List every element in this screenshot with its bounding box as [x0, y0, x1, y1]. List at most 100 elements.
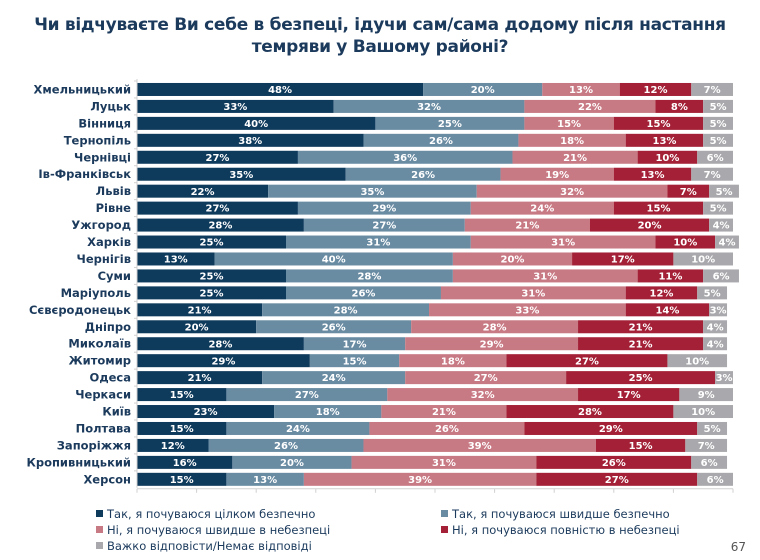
bar-segment [709, 303, 728, 317]
category-label: Чернівці [74, 150, 131, 164]
bar-segment [137, 438, 209, 452]
data-label: 26% [322, 322, 346, 333]
bar-segment [542, 82, 620, 96]
legend-swatch [96, 526, 103, 533]
bar-segment [685, 438, 728, 452]
data-label: 4% [719, 238, 736, 249]
data-label: 6% [707, 475, 724, 486]
bar-segment [137, 337, 304, 351]
data-label: 26% [274, 441, 298, 452]
data-label: 4% [707, 339, 724, 350]
category-label: Черкаси [75, 388, 131, 402]
bar-segment [595, 438, 686, 452]
legend-swatch [441, 526, 448, 533]
data-label: 26% [411, 170, 435, 181]
data-label: 12% [644, 85, 668, 96]
data-label: 20% [280, 458, 304, 469]
data-label: 9% [698, 390, 715, 401]
data-label: 6% [707, 153, 724, 164]
data-label: 31% [366, 238, 390, 249]
bar-segment [381, 405, 507, 419]
data-label: 24% [322, 373, 346, 384]
data-label: 15% [647, 204, 671, 215]
bar-segment [536, 472, 698, 486]
bar-segment [703, 201, 733, 215]
category-label: Дніпро [85, 320, 131, 334]
legend-swatch [96, 542, 103, 549]
bar-segment [613, 201, 704, 215]
bars-group: 48% 20% 13% 12% 7%33% 32% 22% 8% 5%40% 25% 15% 15% 5… [137, 82, 739, 486]
data-label: 15% [557, 119, 581, 130]
bar-segment [137, 133, 364, 147]
data-label: 40% [244, 119, 268, 130]
data-label: 32% [471, 390, 495, 401]
bar-segment [137, 320, 257, 334]
bar-segment [518, 133, 626, 147]
bar-segment [655, 235, 716, 249]
category-label: Кропивницький [26, 455, 131, 469]
bar-segment [572, 252, 674, 266]
bar-segment [673, 252, 733, 266]
data-label: 13% [253, 475, 277, 486]
data-label: 15% [170, 475, 194, 486]
data-label: 28% [483, 322, 507, 333]
bar-segment [226, 421, 370, 435]
legend-label: Ні, я почуваюся повністю в небезпеці [452, 523, 680, 537]
bar-segment [137, 303, 263, 317]
data-label: 5% [716, 187, 733, 198]
data-label: 25% [200, 238, 224, 249]
x-tick-label: 40% [363, 498, 387, 500]
bar-segment [137, 116, 376, 130]
bar-segment [405, 371, 567, 385]
bar-segment [369, 421, 525, 435]
data-label: 38% [238, 136, 262, 147]
data-label: 29% [599, 424, 623, 435]
category-labels: Хмельницький Луцьк Вінниця Тернопіль Чернівц… [26, 82, 131, 486]
data-label: 7% [698, 441, 715, 452]
bar-segment [429, 303, 626, 317]
bar-segment [286, 235, 471, 249]
bar-segment [524, 116, 614, 130]
x-tick-label: 10% [184, 498, 208, 500]
x-tick-label: 90% [661, 498, 685, 500]
bar-segment [703, 99, 733, 113]
data-label: 25% [438, 119, 462, 130]
bar-segment [697, 472, 733, 486]
bar-segment [351, 455, 537, 469]
bar-segment [655, 99, 704, 113]
bar-segment [703, 337, 728, 351]
data-label: 7% [704, 85, 721, 96]
bar-segment [715, 371, 733, 385]
data-label: 15% [170, 390, 194, 401]
x-tick-label: 30% [304, 498, 328, 500]
bar-segment [715, 235, 739, 249]
data-label: 10% [691, 255, 715, 266]
data-label: 11% [658, 272, 682, 283]
data-label: 25% [200, 288, 224, 299]
category-label: Маріуполь [61, 286, 131, 300]
data-label: 19% [545, 170, 569, 181]
data-label: 26% [602, 458, 626, 469]
bar-segment [578, 320, 704, 334]
data-label: 5% [704, 288, 721, 299]
category-label: Луцьк [90, 99, 131, 113]
category-label: Чернігів [77, 252, 131, 266]
bar-segment [691, 82, 733, 96]
category-label: Миколаїв [68, 337, 131, 351]
bar-segment [464, 218, 590, 232]
data-label: 26% [429, 136, 453, 147]
bar-segment [691, 167, 733, 181]
data-label: 27% [205, 153, 229, 164]
data-label: 21% [515, 221, 539, 232]
data-label: 36% [393, 153, 417, 164]
data-label: 33% [515, 305, 539, 316]
bar-segment [506, 354, 668, 368]
bar-segment [524, 421, 698, 435]
category-label: Хмельницький [34, 82, 131, 96]
legend-label: Важко відповісти/Немає відповіді [107, 539, 312, 553]
data-label: 32% [417, 102, 441, 113]
data-label: 7% [704, 170, 721, 181]
legend-item: Ні, я почуваюся швидше в небезпеці [96, 523, 330, 537]
bar-segment [703, 133, 733, 147]
data-label: 10% [691, 407, 715, 418]
